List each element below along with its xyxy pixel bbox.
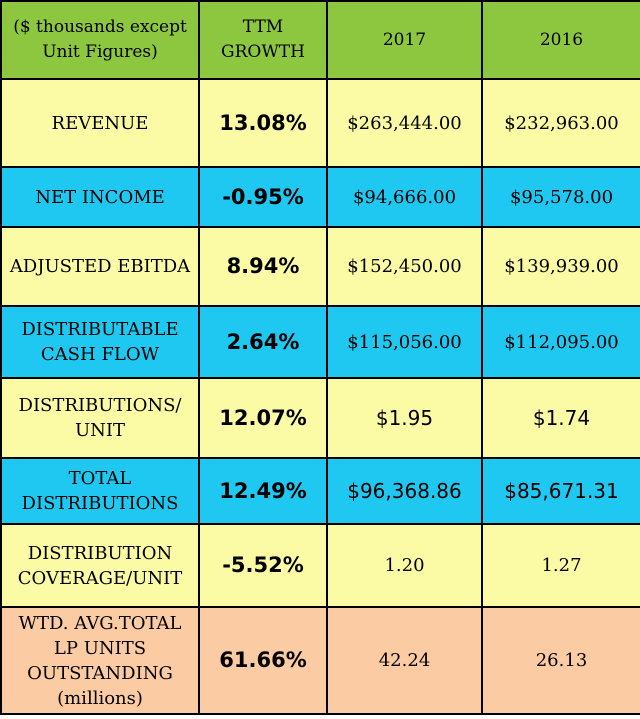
row-value-2016: 1.27 — [481, 523, 640, 608]
row-value-2016: $1.74 — [481, 377, 640, 459]
row-label: TOTAL DISTRIBUTIONS — [0, 457, 200, 525]
header-2016-cell: 2016 — [481, 0, 640, 80]
row-growth: 61.66% — [198, 606, 328, 715]
header-label-cell: ($ thousands except Unit Figures) — [0, 0, 200, 80]
row-growth: 12.07% — [198, 377, 328, 459]
table-header-row: ($ thousands except Unit Figures) TTM GR… — [0, 0, 640, 80]
row-value-2017: 1.20 — [326, 523, 483, 608]
row-label: REVENUE — [0, 78, 200, 168]
table-row-net-income: NET INCOME -0.95% $94,666.00 $95,578.00 — [0, 166, 640, 228]
row-growth: -5.52% — [198, 523, 328, 608]
row-value-2016: $85,671.31 — [481, 457, 640, 525]
row-growth: 13.08% — [198, 78, 328, 168]
table-row-distribution-coverage: DISTRIBUTION COVERAGE/UNIT -5.52% 1.20 1… — [0, 523, 640, 608]
row-value-2017: $1.95 — [326, 377, 483, 459]
row-label: DISTRIBUTABLE CASH FLOW — [0, 305, 200, 379]
table-row-adjusted-ebitda: ADJUSTED EBITDA 8.94% $152,450.00 $139,9… — [0, 226, 640, 307]
row-value-2016: $232,963.00 — [481, 78, 640, 168]
row-label: DISTRIBUTIONS/ UNIT — [0, 377, 200, 459]
row-value-2016: $139,939.00 — [481, 226, 640, 307]
table-row-total-distributions: TOTAL DISTRIBUTIONS 12.49% $96,368.86 $8… — [0, 457, 640, 525]
table-row-distributable-cash-flow: DISTRIBUTABLE CASH FLOW 2.64% $115,056.0… — [0, 305, 640, 379]
row-label: WTD. AVG.TOTAL LP UNITS OUTSTANDING (mil… — [0, 606, 200, 715]
row-value-2016: 26.13 — [481, 606, 640, 715]
row-growth: 8.94% — [198, 226, 328, 307]
row-value-2017: $94,666.00 — [326, 166, 483, 228]
row-value-2017: $96,368.86 — [326, 457, 483, 525]
row-growth: -0.95% — [198, 166, 328, 228]
row-growth: 12.49% — [198, 457, 328, 525]
row-value-2016: $112,095.00 — [481, 305, 640, 379]
row-value-2017: $115,056.00 — [326, 305, 483, 379]
table-row-distributions-per-unit: DISTRIBUTIONS/ UNIT 12.07% $1.95 $1.74 — [0, 377, 640, 459]
row-growth: 2.64% — [198, 305, 328, 379]
header-2017-cell: 2017 — [326, 0, 483, 80]
row-label: NET INCOME — [0, 166, 200, 228]
row-label: ADJUSTED EBITDA — [0, 226, 200, 307]
row-value-2017: 42.24 — [326, 606, 483, 715]
table-row-lp-units-outstanding: WTD. AVG.TOTAL LP UNITS OUTSTANDING (mil… — [0, 606, 640, 715]
row-value-2016: $95,578.00 — [481, 166, 640, 228]
header-growth-cell: TTM GROWTH — [198, 0, 328, 80]
table-row-revenue: REVENUE 13.08% $263,444.00 $232,963.00 — [0, 78, 640, 168]
row-value-2017: $152,450.00 — [326, 226, 483, 307]
row-value-2017: $263,444.00 — [326, 78, 483, 168]
row-label: DISTRIBUTION COVERAGE/UNIT — [0, 523, 200, 608]
